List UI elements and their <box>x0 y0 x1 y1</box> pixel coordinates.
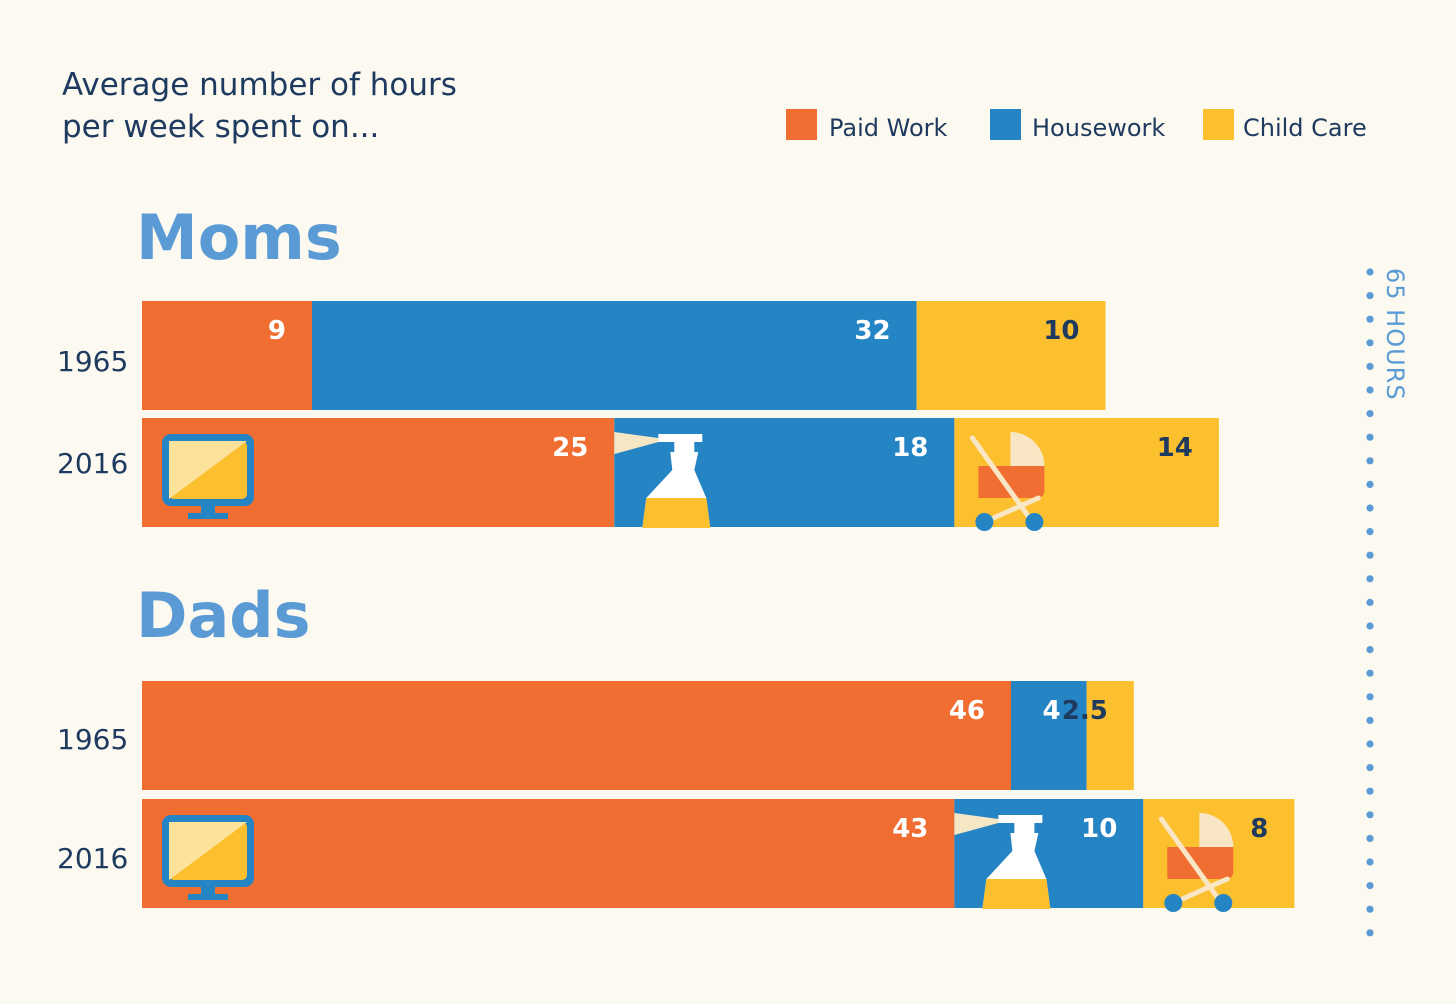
year-label-dads-2016: 2016 <box>57 842 128 875</box>
reference-line-dot <box>1366 480 1374 488</box>
reference-line-dot <box>1366 716 1374 725</box>
reference-line-dot <box>1366 882 1374 890</box>
reference-line-dot <box>1366 858 1374 866</box>
reference-line-dot <box>1366 764 1374 772</box>
reference-line-dot <box>1366 504 1374 512</box>
legend: Paid Work Housework Child Care <box>786 109 1367 142</box>
bar-segment-moms-1965-housework <box>312 301 917 410</box>
reference-line-dot <box>1366 693 1374 701</box>
reference-line-dot <box>1366 410 1374 418</box>
reference-line <box>1366 268 1374 937</box>
legend-swatch-paid-work <box>786 109 817 140</box>
reference-line-dot <box>1366 433 1374 441</box>
reference-line-dot <box>1366 339 1374 347</box>
legend-swatch-child-care <box>1203 109 1234 140</box>
group-title-dads: Dads <box>136 579 311 652</box>
reference-line-dot <box>1366 362 1374 370</box>
chart-title-line-1: Average number of hours <box>62 67 457 103</box>
reference-line-dot <box>1366 292 1374 300</box>
reference-line-dot <box>1366 929 1374 937</box>
legend-label-housework: Housework <box>1032 114 1165 142</box>
legend-label-paid-work: Paid Work <box>829 114 948 142</box>
reference-line-dot <box>1366 622 1374 630</box>
bar-segment-moms-1965-child-care <box>916 301 1106 410</box>
reference-line-dot <box>1366 528 1374 536</box>
reference-line-dot <box>1366 740 1374 748</box>
bar-segment-dads-1965-paid-work <box>142 681 1011 790</box>
reference-line-dot <box>1366 834 1374 843</box>
data-label-moms-1965-child-care: 10 <box>1043 316 1079 346</box>
reference-line-dot <box>1366 575 1374 583</box>
data-label-moms-1965-housework: 32 <box>854 316 890 346</box>
data-label-dads-1965-housework: 4 <box>1043 696 1061 726</box>
reference-line-dot <box>1366 811 1374 819</box>
data-label-moms-2016-paid-work: 25 <box>552 433 588 463</box>
year-label-moms-1965: 1965 <box>57 345 128 378</box>
reference-line-dot <box>1366 598 1374 607</box>
data-label-dads-2016-housework: 10 <box>1081 814 1117 844</box>
reference-line-dot <box>1366 386 1374 394</box>
data-label-dads-1965-child-care: 2.5 <box>1062 696 1108 726</box>
reference-line-dot <box>1366 457 1374 465</box>
data-label-moms-2016-child-care: 14 <box>1157 433 1193 463</box>
reference-line-dot <box>1366 551 1374 559</box>
reference-line-dot <box>1366 905 1374 913</box>
legend-label-child-care: Child Care <box>1243 114 1367 142</box>
year-label-dads-1965: 1965 <box>57 723 128 756</box>
reference-line-dot <box>1366 669 1374 677</box>
bar-segment-dads-2016-paid-work <box>142 799 955 908</box>
bars-layer: 9 32 10 25 18 14 46 4 2.5 43 10 8 <box>142 301 1295 912</box>
reference-line-dot <box>1366 268 1374 276</box>
bar-segment-moms-1965-paid-work <box>142 301 312 410</box>
data-label-dads-2016-child-care: 8 <box>1250 814 1268 844</box>
data-label-moms-1965-paid-work: 9 <box>268 316 286 346</box>
bar-segment-dads-1965-child-care <box>1086 681 1134 790</box>
group-title-moms: Moms <box>136 201 342 274</box>
reference-line-label: 65 HOURS <box>1381 268 1409 401</box>
reference-line-dot <box>1366 646 1374 654</box>
data-label-dads-1965-paid-work: 46 <box>949 696 985 726</box>
chart-title-line-2: per week spent on... <box>62 109 379 145</box>
reference-line-dot <box>1366 787 1374 795</box>
data-label-moms-2016-housework: 18 <box>892 433 928 463</box>
year-label-moms-2016: 2016 <box>57 447 128 480</box>
data-label-dads-2016-paid-work: 43 <box>892 814 928 844</box>
reference-line-dot <box>1366 315 1374 323</box>
bar-segment-dads-1965-housework <box>1011 681 1087 790</box>
legend-swatch-housework <box>990 109 1021 140</box>
